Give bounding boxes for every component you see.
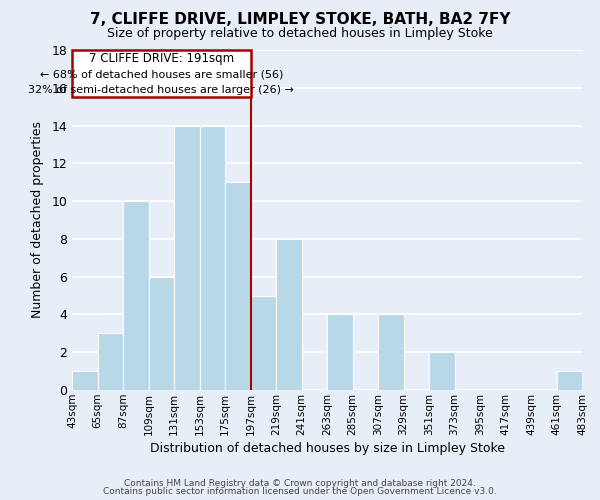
Bar bbox=[149, 276, 174, 390]
Bar bbox=[429, 352, 455, 390]
Text: 7 CLIFFE DRIVE: 191sqm: 7 CLIFFE DRIVE: 191sqm bbox=[89, 52, 234, 65]
Text: 32% of semi-detached houses are larger (26) →: 32% of semi-detached houses are larger (… bbox=[28, 84, 294, 94]
FancyBboxPatch shape bbox=[72, 50, 251, 97]
Bar bbox=[97, 334, 123, 390]
Bar bbox=[251, 296, 276, 390]
Bar bbox=[225, 182, 251, 390]
Text: Size of property relative to detached houses in Limpley Stoke: Size of property relative to detached ho… bbox=[107, 28, 493, 40]
Bar bbox=[72, 371, 97, 390]
Text: 7, CLIFFE DRIVE, LIMPLEY STOKE, BATH, BA2 7FY: 7, CLIFFE DRIVE, LIMPLEY STOKE, BATH, BA… bbox=[90, 12, 510, 28]
Text: Contains HM Land Registry data © Crown copyright and database right 2024.: Contains HM Land Registry data © Crown c… bbox=[124, 478, 476, 488]
Y-axis label: Number of detached properties: Number of detached properties bbox=[31, 122, 44, 318]
Bar bbox=[327, 314, 353, 390]
Bar bbox=[199, 126, 225, 390]
Bar bbox=[378, 314, 404, 390]
X-axis label: Distribution of detached houses by size in Limpley Stoke: Distribution of detached houses by size … bbox=[149, 442, 505, 455]
Text: Contains public sector information licensed under the Open Government Licence v3: Contains public sector information licen… bbox=[103, 487, 497, 496]
Bar bbox=[557, 371, 582, 390]
Bar bbox=[174, 126, 199, 390]
Text: ← 68% of detached houses are smaller (56): ← 68% of detached houses are smaller (56… bbox=[40, 70, 283, 80]
Bar bbox=[123, 201, 149, 390]
Bar bbox=[276, 239, 302, 390]
